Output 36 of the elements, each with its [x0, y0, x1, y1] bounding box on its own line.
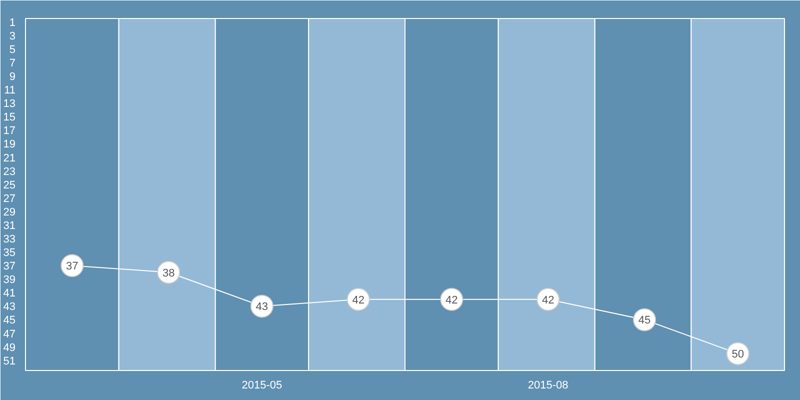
y-tick-label: 3: [9, 30, 16, 42]
y-tick-label: 51: [3, 355, 16, 368]
y-tick-label: 45: [3, 314, 16, 327]
data-label: 42: [352, 294, 364, 306]
y-tick-label: 13: [3, 98, 16, 110]
data-label: 42: [542, 294, 554, 306]
y-tick-label: 19: [3, 138, 16, 151]
data-label: 42: [446, 294, 458, 306]
y-tick-label: 47: [3, 328, 16, 340]
y-tick-label: 43: [3, 301, 16, 314]
x-tick-label: 2015-08: [528, 380, 568, 392]
y-tick-label: 21: [3, 152, 16, 164]
x-tick-label: 2015-05: [242, 380, 282, 392]
y-tick-label: 25: [3, 179, 16, 192]
data-label: 37: [66, 260, 78, 273]
y-tick-label: 29: [3, 206, 16, 218]
y-tick-label: 17: [3, 125, 16, 138]
y-tick-label: 5: [9, 44, 16, 56]
y-tick-label: 1: [9, 16, 16, 29]
y-tick-label: 11: [4, 84, 16, 97]
y-tick-label: 49: [3, 342, 16, 354]
y-tick-label: 33: [3, 234, 16, 246]
data-label: 43: [256, 301, 268, 314]
data-label: 50: [732, 348, 744, 361]
y-tick-label: 31: [3, 220, 16, 232]
y-tick-label: 41: [3, 288, 16, 300]
y-tick-label: 27: [3, 192, 16, 205]
data-label: 38: [162, 267, 175, 280]
y-tick-label: 35: [3, 247, 16, 260]
y-tick-label: 37: [3, 260, 16, 273]
y-tick-label: 7: [9, 58, 16, 70]
y-tick-label: 39: [3, 274, 16, 286]
y-tick-label: 23: [3, 166, 16, 178]
y-tick-label: 15: [3, 112, 16, 124]
y-tick-label: 9: [9, 71, 16, 84]
data-label: 45: [638, 314, 651, 327]
